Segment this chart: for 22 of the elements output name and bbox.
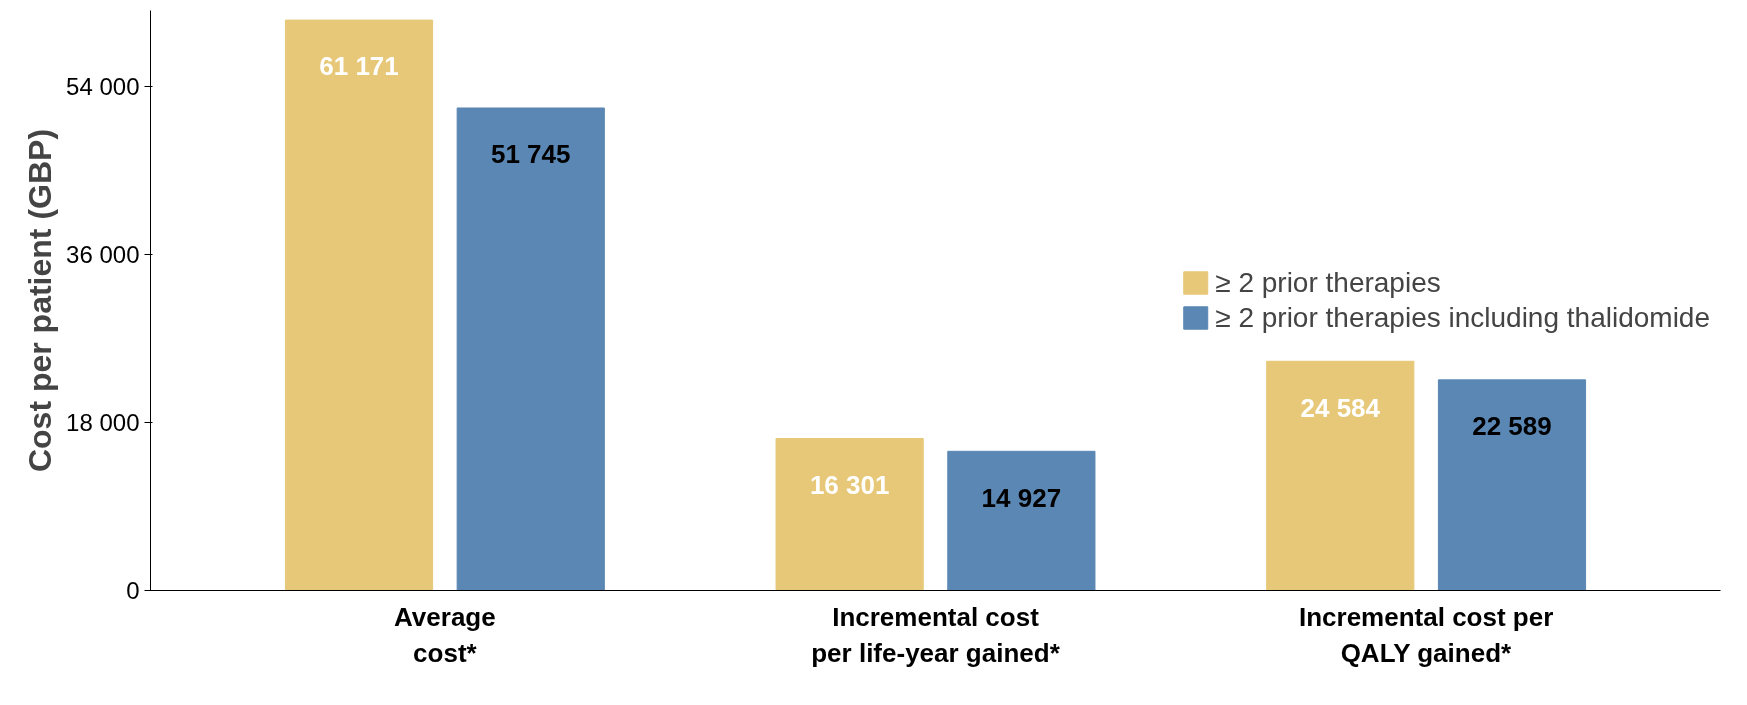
y-tick-label: 36 000	[66, 241, 140, 269]
data-label: 61 171	[319, 51, 399, 82]
data-label: 51 745	[490, 139, 571, 170]
bar	[775, 438, 924, 591]
bar	[947, 450, 1096, 591]
data-label: 24 584	[1300, 392, 1381, 423]
data-label: 22 589	[1472, 411, 1552, 442]
legend-label: ≥ 2 prior therapies including thalidomide	[1215, 301, 1710, 334]
bar	[1266, 360, 1415, 591]
x-tick-label: Incremental cost per QALY gained*	[1298, 601, 1554, 668]
bar	[456, 107, 605, 591]
bar	[284, 19, 434, 591]
y-axis-title: Cost per patient (GBP)	[22, 128, 59, 473]
y-tick-label: 54 000	[66, 73, 140, 101]
x-tick-label: Incremental cost per life-year gained*	[811, 601, 1061, 668]
y-tick-label: 18 000	[66, 409, 140, 437]
data-label: 14 927	[981, 482, 1062, 513]
bar	[1437, 379, 1587, 591]
legend-label: ≥ 2 prior therapies	[1215, 266, 1441, 299]
x-tick-label: Average cost*	[394, 601, 496, 668]
y-tick-label: 0	[126, 577, 140, 604]
data-label: 16 301	[809, 469, 890, 500]
